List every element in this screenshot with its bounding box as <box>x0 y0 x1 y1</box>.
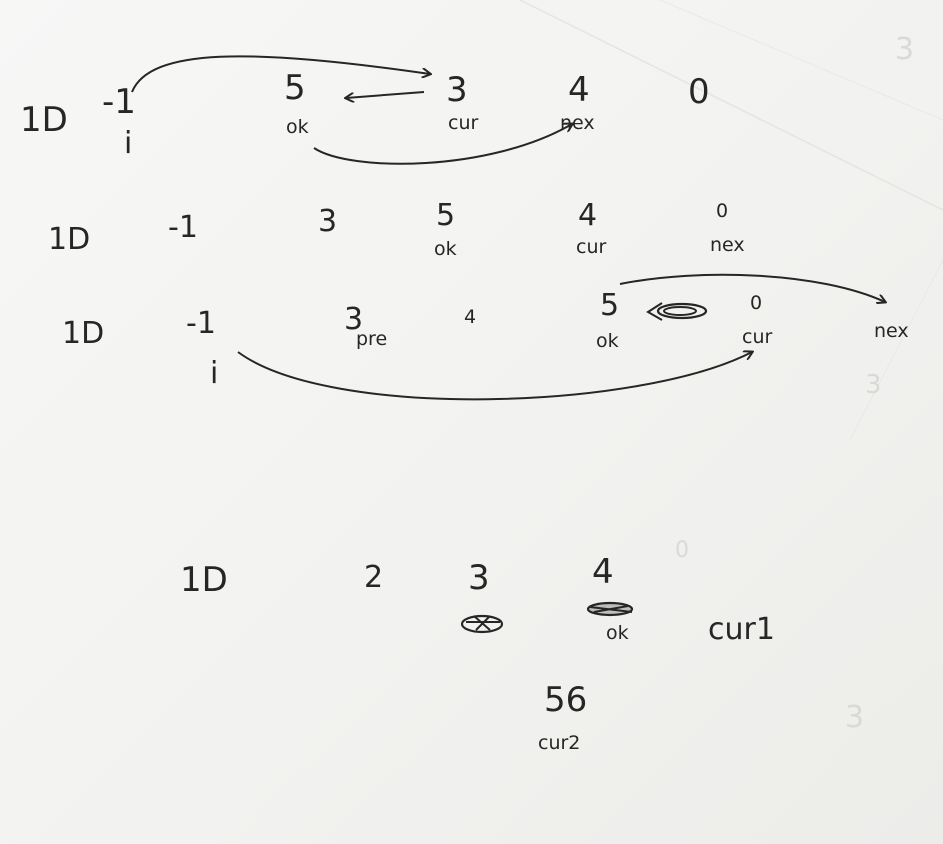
arrow-i-to-cur <box>131 55 430 93</box>
pointer-label: ok <box>434 238 457 260</box>
pointer-label: cur2 <box>538 732 581 754</box>
scribbled-arrow-mark <box>663 306 697 316</box>
array-value: 5 <box>284 68 306 108</box>
pointer-label: pre <box>356 328 388 350</box>
array-value: 3 <box>446 70 468 110</box>
show-through-mark: 3 <box>845 700 865 735</box>
pointer-label: nex <box>560 112 595 134</box>
array-value: 3 <box>318 204 338 239</box>
arrow-i-to-cur-row3 <box>237 352 752 401</box>
array-value: -1 <box>186 306 216 341</box>
array-value: 0 <box>750 292 763 314</box>
pointer-label: i <box>210 356 219 391</box>
row-label: 1D <box>180 560 228 600</box>
array-value: 4 <box>578 198 598 233</box>
show-through-mark: 0 <box>675 538 689 563</box>
pointer-label: nex <box>710 234 745 256</box>
array-value: 4 <box>592 552 614 592</box>
array-value: 4 <box>568 70 590 110</box>
array-value: 3 <box>468 558 490 598</box>
pointer-label: ok <box>286 116 309 138</box>
array-value: -1 <box>168 210 198 245</box>
crossed-out-scribble <box>589 605 633 613</box>
array-value: 0 <box>688 72 710 112</box>
crossed-out-scribble <box>466 615 500 631</box>
crossed-out-scribble <box>460 614 504 634</box>
array-value: 0 <box>716 200 729 222</box>
arrow-top-to-nex <box>619 273 885 302</box>
pointer-label: ok <box>606 622 629 644</box>
scribbled-arrow-head <box>646 302 663 321</box>
show-through-mark: 3 <box>895 32 915 67</box>
array-value: 2 <box>364 560 384 595</box>
array-value: 56 <box>544 680 588 720</box>
pointer-label: cur <box>576 236 607 258</box>
array-value: 4 <box>464 306 477 328</box>
arrow-cur-to-ok <box>346 91 425 98</box>
array-value: 5 <box>600 288 620 323</box>
pointer-label: cur <box>448 112 479 134</box>
pointer-label: cur1 <box>708 612 775 647</box>
show-through-mark: 3 <box>865 370 882 400</box>
row-label: 1D <box>20 100 68 140</box>
pointer-label: cur <box>742 326 773 348</box>
scribbled-arrow-mark <box>656 302 708 320</box>
row-label: 1D <box>62 316 105 351</box>
pointer-label: i <box>124 126 133 161</box>
pointer-label: ok <box>596 330 619 352</box>
array-value: 5 <box>436 198 456 233</box>
pointer-label: nex <box>874 320 909 342</box>
arrow-ok-to-nex <box>313 124 572 165</box>
array-value: -1 <box>102 82 136 122</box>
row-label: 1D <box>48 222 91 257</box>
array-value: 3 <box>344 302 364 337</box>
